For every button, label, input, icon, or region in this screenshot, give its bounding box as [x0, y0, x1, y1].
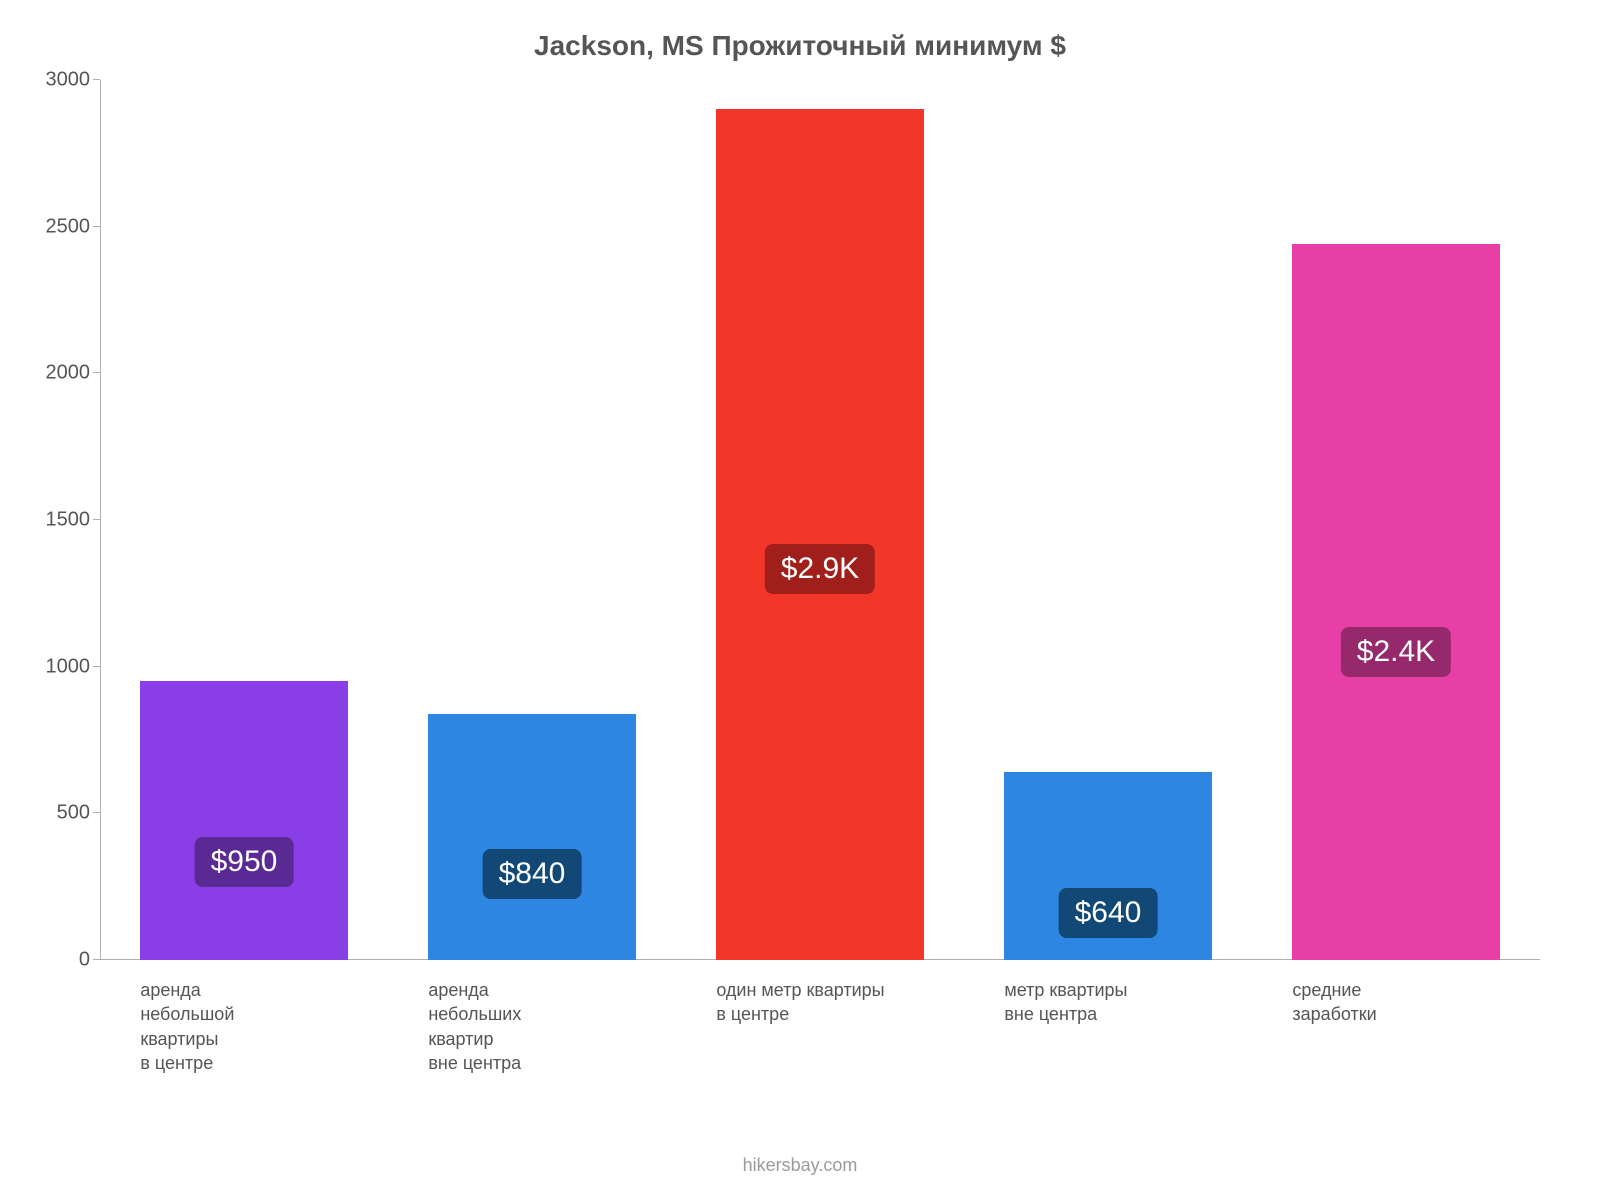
y-tick-label: 3000 — [46, 69, 101, 92]
y-tick-mark — [93, 812, 100, 813]
bar: $2.9K — [716, 109, 923, 960]
bar: $640 — [1004, 772, 1211, 960]
y-tick-mark — [93, 519, 100, 520]
y-tick-label: 1000 — [46, 655, 101, 678]
y-tick-mark — [93, 226, 100, 227]
y-tick-mark — [93, 372, 100, 373]
x-tick-label: метр квартиры вне центра — [1004, 960, 1211, 1027]
value-badge: $2.4K — [1341, 627, 1451, 677]
y-tick-label: 1500 — [46, 509, 101, 532]
bar: $840 — [428, 714, 635, 960]
x-tick-label: аренда небольших квартир вне центра — [428, 960, 635, 1075]
y-axis-line — [100, 80, 101, 960]
chart-title: Jackson, MS Прожиточный минимум $ — [40, 30, 1560, 62]
plot-area: 050010001500200025003000$950аренда небол… — [100, 80, 1540, 960]
y-tick-label: 2000 — [46, 362, 101, 385]
attribution-text: hikersbay.com — [0, 1155, 1600, 1176]
y-tick-label: 0 — [79, 949, 100, 972]
value-badge: $840 — [483, 849, 582, 899]
chart-container: Jackson, MS Прожиточный минимум $ 050010… — [0, 0, 1600, 1200]
bar: $950 — [140, 681, 347, 960]
y-tick-label: 500 — [57, 802, 100, 825]
y-tick-mark — [93, 959, 100, 960]
y-tick-label: 2500 — [46, 215, 101, 238]
y-tick-mark — [93, 666, 100, 667]
y-tick-mark — [93, 79, 100, 80]
x-tick-label: аренда небольшой квартиры в центре — [140, 960, 347, 1075]
value-badge: $950 — [195, 837, 294, 887]
value-badge: $640 — [1059, 888, 1158, 938]
x-tick-label: один метр квартиры в центре — [716, 960, 923, 1027]
bar: $2.4K — [1292, 244, 1499, 960]
value-badge: $2.9K — [765, 544, 875, 594]
x-tick-label: средние заработки — [1292, 960, 1499, 1027]
